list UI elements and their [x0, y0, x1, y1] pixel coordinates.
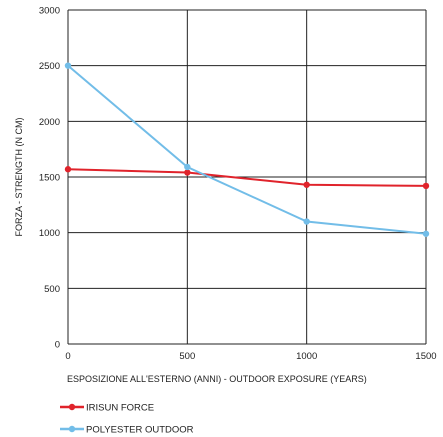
series-line	[67, 168, 427, 187]
legend-label: IRISUN FORCE	[86, 403, 154, 414]
y-tick-label: 1500	[39, 173, 60, 184]
data-point	[184, 169, 191, 176]
chart-grid	[67, 9, 427, 345]
data-point	[303, 181, 310, 188]
legend-item: POLYESTER OUTDOOR	[60, 425, 194, 436]
data-point	[422, 230, 430, 237]
series-0	[64, 166, 430, 190]
x-axis-title: ESPOSIZIONE ALL'ESTERNO (ANNI) - OUTDOOR…	[67, 374, 367, 384]
data-point	[303, 218, 310, 225]
legend-swatch-marker	[68, 425, 76, 433]
legend-label: POLYESTER OUTDOOR	[86, 425, 194, 436]
y-tick-label: 500	[44, 284, 60, 295]
y-tick-label: 2000	[39, 117, 60, 128]
data-point	[64, 166, 72, 173]
data-point	[64, 62, 72, 69]
x-axis-ticks: 0 500 1000 1500	[65, 351, 436, 362]
series-layer	[64, 62, 430, 237]
x-tick-label: 500	[179, 351, 195, 362]
series-line	[67, 64, 427, 235]
legend: IRISUN FORCE POLYESTER OUTDOOR	[60, 403, 194, 436]
y-axis-title: FORZA - STRENGTH (N CM)	[14, 118, 24, 237]
legend-item: IRISUN FORCE	[60, 403, 154, 414]
legend-swatch-marker	[68, 403, 76, 411]
x-tick-label: 0	[65, 351, 70, 362]
y-tick-label: 1000	[39, 228, 60, 239]
y-axis-ticks: 0 500 1000 1500 2000 2500 3000	[39, 6, 60, 351]
y-tick-label: 3000	[39, 6, 60, 17]
data-point	[184, 163, 191, 171]
series-1	[64, 62, 430, 237]
x-tick-label: 1000	[296, 351, 317, 362]
y-tick-label: 0	[55, 340, 60, 351]
x-tick-label: 1500	[415, 351, 436, 362]
data-point	[422, 182, 430, 190]
y-tick-label: 2500	[39, 61, 60, 72]
